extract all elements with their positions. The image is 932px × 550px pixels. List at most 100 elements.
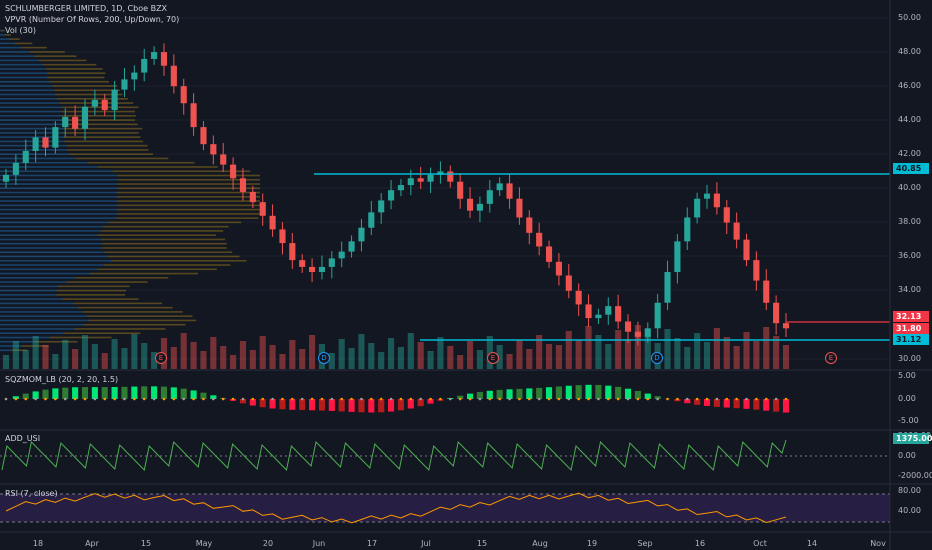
volume-bar [2, 355, 10, 369]
candle-body [437, 171, 444, 175]
volume-profile-bar-down [117, 178, 260, 181]
sqzmom-bar [239, 399, 247, 404]
volume-profile-bar-up [0, 157, 76, 160]
symbol-legend[interactable]: SCHLUMBERGER LIMITED, 1D, Cboe BZX [5, 4, 168, 13]
candle-body [713, 193, 720, 208]
volume-profile-bar-down [117, 208, 260, 211]
sqzmom-bar [259, 399, 266, 408]
sqzmom-dot [241, 397, 245, 401]
volume-profile-bar-up [0, 72, 48, 75]
volume-bar [782, 345, 790, 369]
candle-body [644, 328, 651, 337]
sqzmom-dot [271, 397, 274, 401]
volume-bar [664, 329, 671, 369]
volume-bar [170, 347, 177, 369]
candle-body [190, 103, 197, 128]
volume-profile-bar-up [0, 161, 88, 164]
candle-body [12, 162, 19, 175]
candle-body [210, 144, 217, 155]
volume-profile-bar-up [0, 298, 63, 300]
rsi-line [0, 492, 890, 524]
volume-profile-bar-up [0, 38, 9, 40]
volume-profile-bar-up [0, 89, 54, 92]
candle-body [2, 174, 10, 182]
volume-bar [101, 353, 108, 369]
volume-bar [200, 351, 207, 369]
volume-bar [230, 355, 237, 369]
sqzmom-bar [397, 399, 404, 411]
rsi-label[interactable]: RSI (7, close) [5, 489, 58, 498]
volume-profile-bar-down [55, 93, 123, 96]
horizontal-levels[interactable] [314, 173, 890, 341]
volume-profile-bar-up [0, 277, 76, 279]
volume-bar [111, 339, 118, 369]
volume-profile-bar-up [0, 76, 47, 79]
volume-bar [595, 335, 602, 369]
add-usi-tick-label: -2000.00 [898, 471, 932, 480]
volume-profile-bar-up [0, 247, 103, 249]
price-badge: 31.80 [893, 323, 929, 334]
candle-body [388, 190, 395, 201]
volume-profile-bar-up [0, 289, 57, 292]
price-badge: 40.85 [893, 163, 929, 174]
candle-body [348, 241, 355, 252]
sqzmom-bar [12, 396, 19, 399]
sqzmom-dot [449, 397, 452, 401]
volume-profile-bar-down [75, 157, 169, 160]
sqzmom-bar [555, 386, 562, 399]
sqzmom-dot [695, 397, 699, 401]
volume-profile-bar-up [0, 110, 61, 113]
sqzmom-dot [498, 397, 501, 401]
candle-body [101, 99, 108, 111]
sqzmom-dot [310, 397, 314, 401]
candle-body [200, 127, 207, 145]
candle-body [624, 321, 632, 332]
volume-profile-bar-down [8, 38, 20, 40]
sqzmom-bar [111, 387, 118, 399]
volume-bar [407, 333, 414, 369]
vpvr-legend[interactable]: VPVR (Number Of Rows, 200, Up/Down, 70) [5, 15, 180, 24]
volume-bar [42, 345, 49, 369]
volume-profile-bar-down [102, 225, 229, 228]
volume-legend[interactable]: Vol (30) [5, 26, 36, 35]
sqzmom-bar [269, 399, 276, 409]
volume-profile-bar-down [34, 55, 77, 57]
volume-profile-bar-up [0, 115, 62, 117]
volume-profile-bar-up [0, 294, 57, 296]
sqzmom-bar [545, 387, 553, 399]
volume-profile-bar-up [0, 323, 84, 326]
volume-bar [22, 350, 29, 369]
sqzmom-bar [684, 399, 691, 404]
sqzmom-dot [656, 397, 659, 401]
sqzmom-bar [486, 390, 493, 399]
volume-bar [289, 340, 296, 369]
volume-profile-bar-up [0, 178, 117, 181]
volume-profile-bar-down [117, 174, 260, 177]
volume-bar [516, 340, 523, 369]
volume-profile-bar-up [0, 200, 117, 202]
sqzmom-bar [733, 399, 740, 409]
sqzmom-dot [73, 397, 77, 401]
candle-body [664, 272, 671, 303]
volume-bar [299, 349, 306, 369]
volume-bar [526, 349, 533, 369]
volume-profile-bar-up [0, 251, 105, 254]
volume-profile-bar-up [0, 183, 117, 185]
sqzmom-bar [743, 399, 750, 409]
sqzmom-dot [725, 397, 729, 401]
sqzmom-tick-label: 5.00 [898, 371, 916, 380]
volume-profile-bar-up [0, 59, 39, 62]
volume-profile-bar-up [0, 93, 56, 96]
candle-body [239, 178, 247, 192]
candlesticks[interactable] [2, 43, 790, 346]
candle-body [753, 260, 760, 281]
volume-profile-bar-down [117, 200, 260, 202]
volume-profile-bar-up [0, 204, 117, 207]
sqzmom-bar [496, 389, 503, 399]
sqzmom-label[interactable]: SQZMOM_LB (20, 2, 20, 1.5) [5, 375, 119, 384]
sqzmom-bar [565, 385, 572, 399]
add-usi-label[interactable]: ADD_USI [5, 434, 41, 443]
candle-body [309, 266, 316, 273]
